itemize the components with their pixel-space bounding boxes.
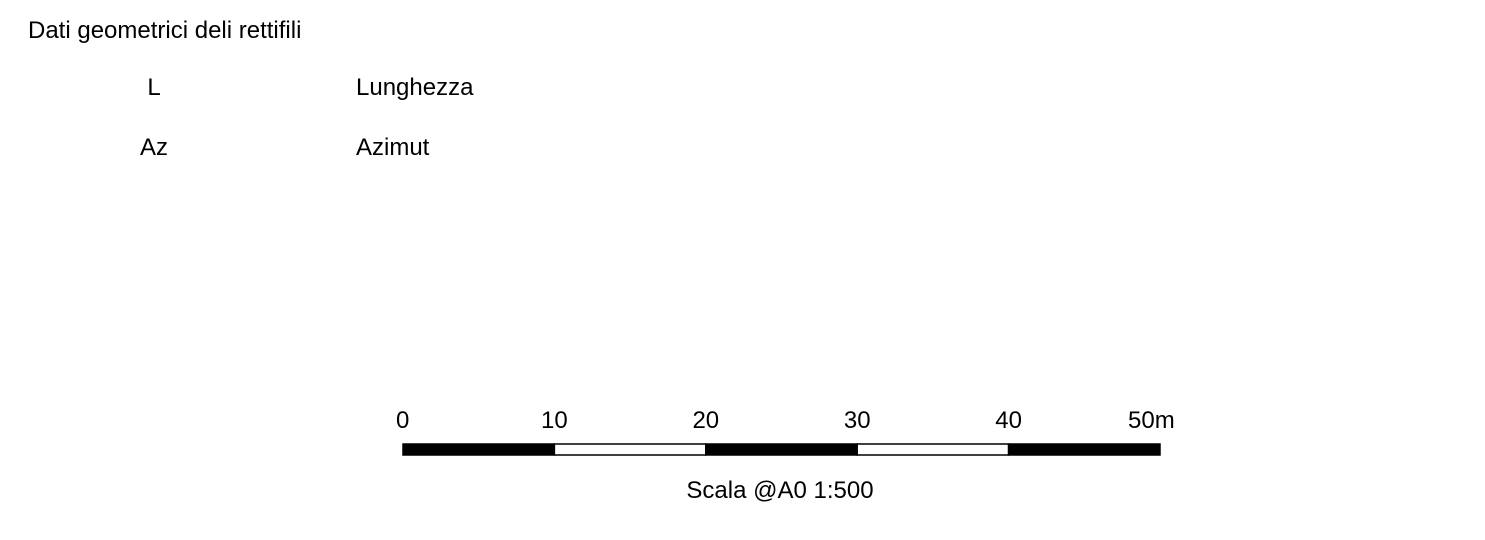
page-title: Dati geometrici deli rettifili: [28, 17, 302, 44]
scale-tick-label: 20: [692, 407, 720, 434]
scale-tick-label: 30: [843, 407, 871, 434]
scale-tick-label: 50m: [1128, 407, 1175, 434]
scale-caption: Scala @A0 1:500: [686, 477, 874, 504]
legend-row-azimuth: Az Azimut: [0, 133, 800, 163]
scale-tick-label: 0: [396, 407, 410, 434]
scale-bar-segment-light: [856, 443, 1010, 456]
scale-bar-segment-dark: [402, 443, 556, 456]
scale-tick-label: 40: [995, 407, 1022, 434]
legend-row-length: L Lunghezza: [0, 73, 800, 103]
scale-bar-segment-dark: [1007, 443, 1161, 456]
legend-abbr: L: [147, 74, 161, 101]
legend-description: Lunghezza: [356, 74, 474, 101]
scale-bar-segment-light: [553, 443, 707, 456]
scale-bar-segment-dark: [705, 443, 858, 456]
scale-tick-label: 10: [541, 407, 568, 434]
legend-description: Azimut: [356, 134, 430, 161]
legend-abbr: Az: [139, 134, 168, 161]
